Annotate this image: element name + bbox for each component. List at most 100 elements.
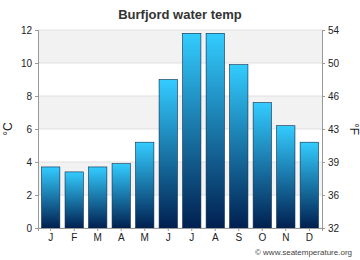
chart-container: JFMAMJJASOND02468101232363943465054Burfj… — [0, 0, 360, 260]
x-tick: J — [48, 228, 53, 243]
tick-label: 8 — [26, 91, 32, 102]
y2-tick: 32 — [322, 223, 340, 234]
bar — [136, 142, 154, 228]
y2-tick: 54 — [322, 25, 340, 36]
tick-label: 43 — [328, 124, 340, 135]
tick-label: F — [71, 232, 77, 243]
tick-label: 39 — [328, 157, 340, 168]
tick-label: J — [48, 232, 53, 243]
tick-mark — [238, 228, 239, 231]
y-axis: 0 2 4 6 8 10 12 — [21, 25, 39, 234]
x-tick: M — [141, 228, 149, 243]
y-tick: 2 — [26, 190, 38, 201]
tick-mark — [285, 228, 286, 231]
tick-mark — [168, 228, 169, 231]
y2-tick: 36 — [322, 190, 340, 201]
tick-label: A — [212, 232, 219, 243]
bar — [253, 103, 271, 228]
tick-label: 12 — [21, 25, 33, 36]
y-tick: 4 — [26, 157, 38, 168]
bar — [206, 33, 224, 228]
y-tick: 10 — [21, 58, 38, 69]
tick-mark — [35, 63, 38, 64]
chart-svg: JFMAMJJASOND02468101232363943465054Burfj… — [0, 0, 360, 260]
x-tick: S — [235, 228, 242, 243]
bar — [183, 33, 201, 228]
bars — [42, 33, 319, 228]
axis-line — [39, 229, 323, 232]
tick-label: J — [166, 232, 171, 243]
tick-mark — [322, 129, 325, 130]
x-tick: O — [258, 228, 266, 243]
source-note: © www.seatemperature.org — [255, 248, 352, 257]
grid-band — [38, 96, 322, 129]
tick-label: O — [258, 232, 266, 243]
tick-label: 46 — [328, 91, 340, 102]
tick-label: 50 — [328, 58, 340, 69]
tick-mark — [322, 30, 325, 31]
tick-mark — [215, 228, 216, 231]
grid-line — [38, 63, 322, 64]
y2-tick: 46 — [322, 91, 340, 102]
tick-mark — [121, 228, 122, 231]
tick-label: J — [189, 232, 194, 243]
tick-label: N — [282, 232, 289, 243]
grid-line — [38, 96, 322, 97]
bar — [159, 80, 177, 229]
tick-mark — [322, 96, 325, 97]
x-tick: J — [189, 228, 194, 243]
tick-label: D — [306, 232, 313, 243]
tick-label: 10 — [21, 58, 33, 69]
bar — [230, 65, 248, 228]
tick-mark — [35, 228, 38, 229]
y-tick: 6 — [26, 124, 38, 135]
tick-mark — [322, 162, 325, 163]
tick-label: 54 — [328, 25, 340, 36]
tick-mark — [97, 228, 98, 231]
tick-mark — [74, 228, 75, 231]
tick-label: M — [94, 232, 102, 243]
tick-mark — [35, 129, 38, 130]
tick-label: 4 — [26, 157, 32, 168]
x-tick: J — [166, 228, 171, 243]
bar — [65, 172, 83, 228]
tick-mark — [50, 228, 51, 231]
tick-mark — [144, 228, 145, 231]
x-tick: N — [282, 228, 289, 243]
y2-axis-title: °F — [347, 123, 360, 135]
grid-band — [38, 30, 322, 63]
tick-mark — [35, 96, 38, 97]
bar — [300, 142, 318, 228]
tick-mark — [322, 228, 325, 229]
y2-axis: 32 36 39 43 46 50 54 — [322, 25, 340, 234]
title: Burfjord water temp — [118, 7, 242, 22]
x-tick: A — [118, 228, 125, 243]
tick-label: 36 — [328, 190, 340, 201]
tick-mark — [262, 228, 263, 231]
axis-line — [35, 31, 39, 229]
tick-label: 32 — [328, 223, 340, 234]
x-tick: A — [212, 228, 219, 243]
tick-label: 0 — [26, 223, 32, 234]
y2-tick: 50 — [322, 58, 340, 69]
x-tick: M — [94, 228, 102, 243]
x-tick: F — [71, 228, 77, 243]
tick-label: 6 — [26, 124, 32, 135]
bar — [277, 126, 295, 228]
bar — [42, 167, 60, 228]
plot-background — [38, 30, 322, 228]
grid-line — [38, 30, 322, 31]
y-tick: 0 — [26, 223, 38, 234]
tick-label: S — [235, 232, 242, 243]
y-tick: 8 — [26, 91, 38, 102]
tick-mark — [322, 195, 325, 196]
bar — [89, 167, 107, 228]
tick-mark — [322, 63, 325, 64]
bar — [112, 164, 130, 228]
tick-label: A — [118, 232, 125, 243]
tick-mark — [309, 228, 310, 231]
y2-tick: 39 — [322, 157, 340, 168]
tick-mark — [35, 30, 38, 31]
tick-mark — [35, 162, 38, 163]
tick-mark — [35, 195, 38, 196]
